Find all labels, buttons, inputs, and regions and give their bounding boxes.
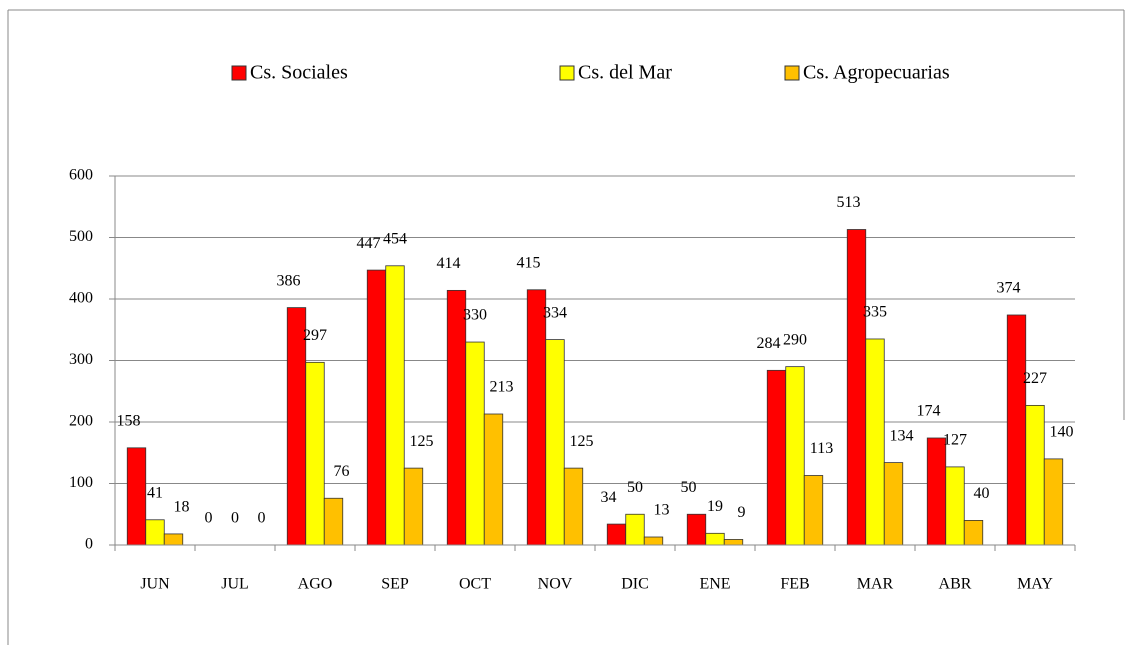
bar xyxy=(723,539,744,546)
x-tick-label: JUL xyxy=(221,576,249,593)
data-label: 454 xyxy=(383,230,407,247)
legend: Cs. Sociales Cs. del Mar Cs. Agropecuarias xyxy=(231,62,950,84)
x-tick-label: ABR xyxy=(939,576,972,593)
x-tick-label: MAY xyxy=(1017,576,1053,593)
data-label: 134 xyxy=(890,427,914,444)
data-label: 41 xyxy=(147,484,163,501)
bar xyxy=(483,413,504,546)
x-tick-label: JUN xyxy=(140,576,170,593)
y-tick-label: 300 xyxy=(69,351,93,368)
bar xyxy=(145,519,165,546)
data-label: 76 xyxy=(334,463,350,480)
bar xyxy=(403,467,424,546)
x-tick-label: ENE xyxy=(699,576,730,593)
bar xyxy=(766,369,787,546)
legend-label: Cs. Sociales xyxy=(250,62,348,84)
bar xyxy=(606,523,627,546)
data-label: 415 xyxy=(517,254,541,271)
data-label: 374 xyxy=(997,280,1021,297)
bar xyxy=(563,467,584,546)
data-label: 227 xyxy=(1023,370,1047,387)
data-label: 0 xyxy=(231,510,239,527)
bar xyxy=(163,533,184,546)
bar xyxy=(305,361,325,546)
data-label: 158 xyxy=(117,413,141,430)
bar xyxy=(465,341,485,546)
data-label: 0 xyxy=(258,510,266,527)
data-label: 297 xyxy=(303,327,327,344)
data-label: 174 xyxy=(917,403,941,420)
bar xyxy=(785,366,805,546)
bar xyxy=(126,447,147,546)
bar xyxy=(686,513,707,546)
y-tick-label: 100 xyxy=(69,474,93,491)
data-label: 513 xyxy=(837,194,861,211)
x-tick-label: MAR xyxy=(857,576,894,593)
bar xyxy=(883,462,904,546)
data-label: 18 xyxy=(174,499,190,516)
bar xyxy=(846,229,867,546)
bar xyxy=(323,497,344,546)
y-tick-label: 200 xyxy=(69,413,93,430)
data-label: 34 xyxy=(601,489,617,506)
data-label: 113 xyxy=(810,440,833,457)
data-label: 125 xyxy=(410,433,434,450)
data-label: 40 xyxy=(974,485,990,502)
data-label: 414 xyxy=(437,255,461,272)
data-label: 127 xyxy=(943,432,967,449)
legend-swatch xyxy=(231,65,247,81)
data-label: 0 xyxy=(205,510,213,527)
bar xyxy=(705,532,725,546)
bar xyxy=(385,265,405,546)
data-label: 334 xyxy=(543,304,567,321)
data-label: 140 xyxy=(1050,424,1074,441)
bar xyxy=(1025,404,1045,546)
data-label: 330 xyxy=(463,307,487,324)
x-tick-label: NOV xyxy=(538,576,573,593)
data-label: 50 xyxy=(681,479,697,496)
data-label: 125 xyxy=(570,433,594,450)
data-label: 13 xyxy=(654,502,670,519)
bar xyxy=(926,437,947,546)
legend-label: Cs. Agropecuarias xyxy=(803,62,950,84)
legend-label: Cs. del Mar xyxy=(578,62,672,84)
bar xyxy=(1043,458,1064,546)
x-tick-label: SEP xyxy=(381,576,409,593)
bar xyxy=(366,269,387,546)
x-tick-label: AGO xyxy=(298,576,333,593)
data-label: 213 xyxy=(490,379,514,396)
bar xyxy=(1006,314,1027,546)
bar xyxy=(945,466,965,546)
legend-swatch xyxy=(559,65,575,81)
bar xyxy=(545,339,565,546)
x-tick-label: DIC xyxy=(621,576,649,593)
data-label: 290 xyxy=(783,331,807,348)
y-tick-label: 600 xyxy=(69,167,93,184)
data-label: 9 xyxy=(738,504,746,521)
y-tick-label: 0 xyxy=(85,536,93,553)
bar xyxy=(446,289,467,546)
bar xyxy=(803,475,824,546)
x-tick-label: OCT xyxy=(459,576,491,593)
bar xyxy=(963,520,984,546)
data-label: 335 xyxy=(863,304,887,321)
bar xyxy=(625,513,645,546)
y-tick-label: 500 xyxy=(69,228,93,245)
data-label: 284 xyxy=(757,335,781,352)
bar xyxy=(865,338,885,546)
data-label: 447 xyxy=(357,235,381,252)
bar xyxy=(643,536,664,546)
data-label: 386 xyxy=(277,272,301,289)
y-tick-label: 400 xyxy=(69,290,93,307)
data-label: 19 xyxy=(707,498,723,515)
bar xyxy=(526,289,547,546)
data-label: 50 xyxy=(627,479,643,496)
legend-swatch xyxy=(784,65,800,81)
x-tick-label: FEB xyxy=(780,576,809,593)
